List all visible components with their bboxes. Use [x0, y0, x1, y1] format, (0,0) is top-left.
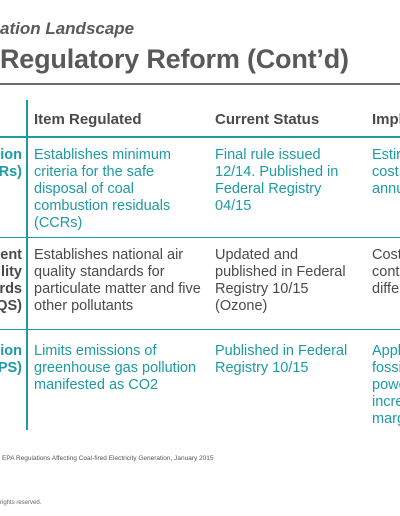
row-label-ccr: ion Rs)	[0, 147, 22, 180]
cell-status-ccr: Final rule issued 12/14. Published in Fe…	[215, 147, 339, 214]
page-title: Regulatory Reform (Cont’d)	[0, 44, 349, 74]
cell-status-naaqs: Updated and published in Federal Registr…	[215, 247, 346, 314]
header-divider	[0, 136, 400, 138]
row-label-cps: ion PS)	[0, 343, 22, 376]
cell-impl-cps: Appl fossi powe incre marg	[372, 343, 400, 427]
row-label-naaqs: ent lity rds QS)	[0, 247, 22, 314]
row-divider	[0, 237, 400, 238]
cell-item-naaqs: Establishes national air quality standar…	[34, 247, 201, 314]
column-header-item-regulated: Item Regulated	[34, 111, 142, 128]
column-header-current-status: Current Status	[215, 111, 320, 128]
column-header-implications: Impl	[372, 111, 400, 128]
cell-item-cps: Limits emissions of greenhouse gas pollu…	[34, 343, 197, 393]
cell-item-ccr: Establishes minimum criteria for the saf…	[34, 147, 171, 231]
source-note: EPA Regulations Affecting Coal-fired Ele…	[2, 455, 214, 462]
row-divider	[0, 329, 400, 330]
cell-status-cps: Published in Federal Registry 10/15	[215, 343, 348, 376]
title-divider	[0, 83, 400, 85]
cell-impl-naaqs: Cost cont diffe	[372, 247, 400, 297]
copyright-note: rights reserved.	[0, 500, 42, 506]
column-divider	[26, 100, 28, 430]
cell-impl-ccr: Estir cost annu	[372, 147, 400, 197]
section-subtitle: ation Landscape	[0, 19, 135, 38]
